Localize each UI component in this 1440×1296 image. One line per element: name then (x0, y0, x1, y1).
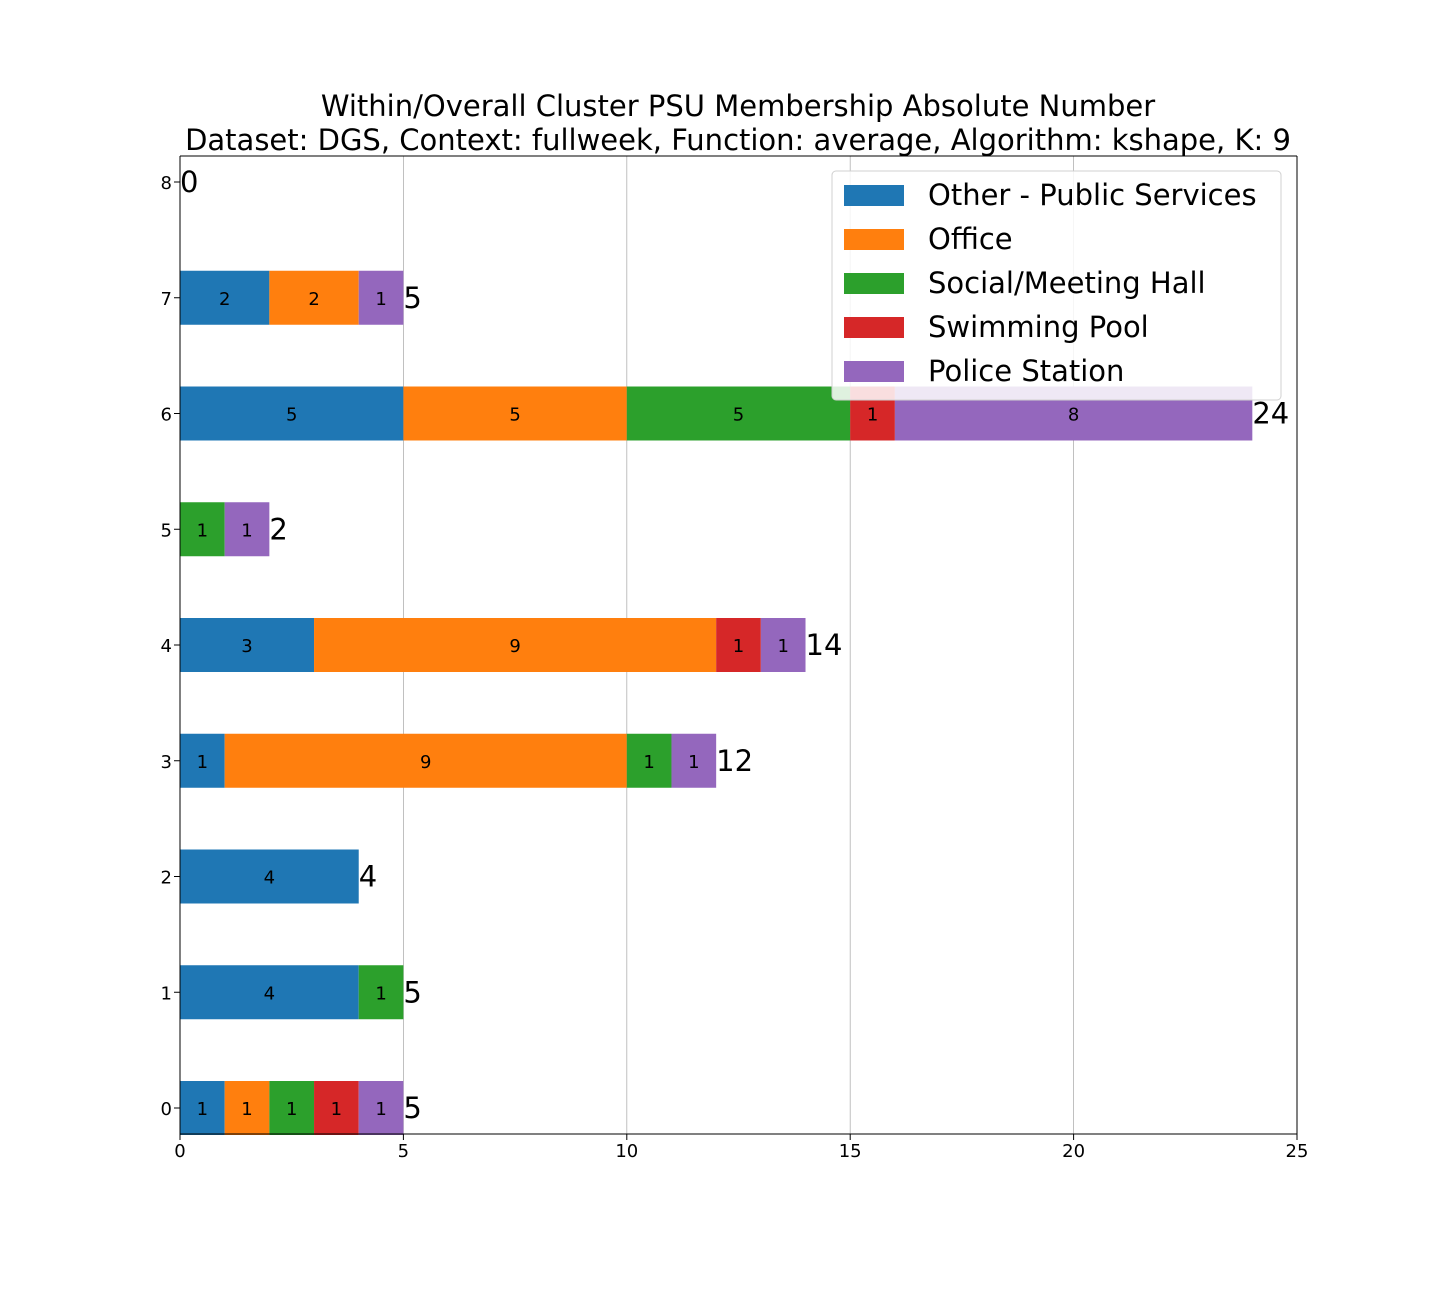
segment-value-label: 5 (733, 405, 744, 426)
x-tick-label: 15 (839, 1141, 862, 1162)
legend-swatch (844, 229, 904, 250)
y-tick-label: 2 (161, 868, 172, 889)
legend-entry-label: Police Station (928, 354, 1124, 388)
x-tick-label: 0 (174, 1141, 185, 1162)
y-tick-label: 8 (161, 173, 172, 194)
bar-segment (358, 965, 404, 1020)
total-value-label: 5 (403, 281, 421, 315)
segment-value-label: 1 (241, 1099, 252, 1120)
bar-segment (180, 386, 404, 441)
y-tick-label: 4 (161, 636, 172, 657)
bar-segment (358, 1081, 404, 1135)
bar-segment (180, 618, 315, 672)
segment-value-label: 5 (509, 405, 520, 426)
segment-value-label: 4 (264, 868, 275, 889)
legend-entry-label: Other - Public Services (928, 178, 1257, 212)
segment-value-label: 1 (867, 405, 878, 426)
segment-value-label: 1 (197, 520, 208, 541)
y-tick-label: 3 (161, 752, 172, 773)
segment-value-label: 1 (375, 1099, 386, 1120)
legend-swatch (844, 273, 904, 294)
bar-segment (314, 618, 717, 672)
segment-value-label: 1 (643, 752, 654, 773)
total-value-label: 24 (1252, 397, 1289, 431)
bar-segment (314, 1081, 359, 1135)
total-value-label: 2 (269, 512, 287, 546)
segment-value-label: 1 (688, 752, 699, 773)
segment-value-label: 9 (509, 636, 520, 657)
segment-value-label: 1 (777, 636, 788, 657)
segment-value-label: 1 (197, 1099, 208, 1120)
total-value-label: 4 (359, 860, 377, 894)
segment-value-label: 1 (197, 752, 208, 773)
y-tick-label: 5 (161, 520, 172, 541)
y-tick-label: 6 (161, 405, 172, 426)
bar-segment (180, 270, 270, 325)
segment-value-label: 1 (286, 1099, 297, 1120)
bar-segment (269, 270, 359, 325)
bars: 1 1 1 1 1 54 1 54 41 9 1 1 123 9 1 1 141 1 25 5 5 1 8 242 2 1 50 (180, 165, 1289, 1135)
segment-value-label: 4 (264, 983, 275, 1004)
bar-segment (626, 386, 851, 441)
segment-value-label: 1 (375, 289, 386, 310)
bar-segment (224, 733, 627, 788)
x-tick-label: 25 (1286, 1141, 1309, 1162)
legend-swatch (844, 361, 904, 382)
bar-segment (180, 502, 225, 557)
chart-title-line-2: Dataset: DGS, Context: fullweek, Functio… (185, 123, 1291, 157)
bar-segment (180, 849, 359, 904)
x-tick-label: 20 (1062, 1141, 1085, 1162)
legend-swatch (844, 185, 904, 206)
bar-segment (180, 733, 225, 788)
y-tick-label: 7 (161, 289, 172, 310)
segment-value-label: 3 (241, 636, 252, 657)
bar-segment (269, 1081, 315, 1135)
total-value-label: 5 (403, 975, 421, 1009)
legend-entry-label: Social/Meeting Hall (928, 266, 1206, 300)
bar-segment (716, 618, 761, 672)
x-tick-label: 5 (398, 1141, 409, 1162)
x-tick-label: 10 (615, 1141, 638, 1162)
segment-value-label: 1 (375, 983, 386, 1004)
segment-value-label: 2 (308, 289, 319, 310)
bar-segment (180, 965, 359, 1020)
legend-swatch (844, 317, 904, 338)
segment-value-label: 5 (286, 405, 297, 426)
y-tick-label: 0 (161, 1099, 172, 1120)
chart-title-line-1: Within/Overall Cluster PSU Membership Ab… (321, 89, 1155, 123)
total-value-label: 14 (806, 628, 843, 662)
segment-value-label: 2 (219, 289, 230, 310)
legend-entry-label: Swimming Pool (928, 310, 1149, 344)
total-value-label: 0 (180, 165, 198, 199)
bar-segment (760, 618, 806, 672)
segment-value-label: 9 (420, 752, 431, 773)
y-tick-label: 1 (161, 983, 172, 1004)
bar-segment (224, 1081, 270, 1135)
segment-value-label: 1 (331, 1099, 342, 1120)
total-value-label: 5 (403, 1091, 421, 1125)
bar-segment (671, 733, 717, 788)
total-value-label: 12 (716, 744, 753, 778)
legend-entry-label: Office (928, 222, 1013, 256)
bar-segment (626, 733, 672, 788)
bar-segment (224, 502, 270, 557)
legend-box (831, 170, 1282, 401)
bar-segment (403, 386, 627, 441)
bar-segment (358, 270, 404, 325)
legend: Other - Public Services Office Social/Meet… (831, 170, 1282, 401)
segment-value-label: 1 (733, 636, 744, 657)
segment-value-label: 1 (241, 520, 252, 541)
segment-value-label: 8 (1068, 405, 1079, 426)
bar-segment (180, 1081, 225, 1135)
